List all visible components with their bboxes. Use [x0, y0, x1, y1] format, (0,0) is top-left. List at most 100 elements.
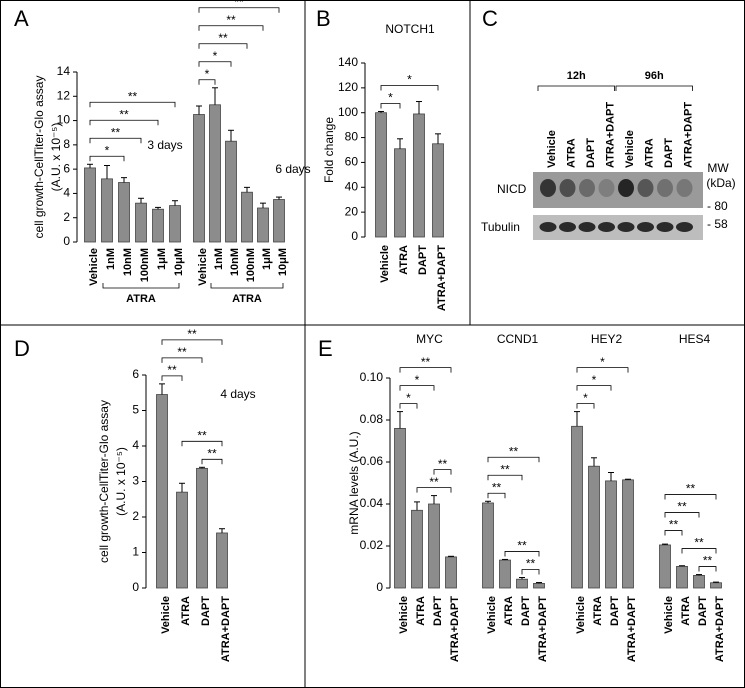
significance-label: * — [105, 143, 110, 157]
significance-bracket — [504, 551, 540, 557]
y-tick-label: 2 — [132, 509, 139, 523]
bar — [516, 578, 528, 589]
bar — [710, 582, 722, 589]
bar — [533, 582, 545, 589]
significance-label: ** — [517, 539, 527, 553]
significance-label: ** — [429, 475, 439, 489]
significance-label: ** — [421, 355, 431, 369]
blot-band — [598, 179, 615, 197]
y-axis-label: cell growth-CellTiter-Glo assay — [32, 76, 46, 239]
significance-bracket — [89, 101, 176, 108]
y-tick-label: 3 — [132, 474, 139, 488]
bar — [499, 559, 511, 589]
significance-label: ** — [218, 31, 228, 45]
bar — [676, 565, 688, 589]
y-tick-label: 2 — [63, 210, 70, 224]
y-tick-label: 14 — [57, 64, 71, 78]
bar — [571, 425, 583, 589]
blot-band — [559, 222, 576, 232]
x-tick-label: DAPT — [520, 596, 532, 626]
significance-label: ** — [167, 363, 177, 377]
blot-band — [657, 179, 673, 197]
y-tick-label: 120 — [338, 80, 358, 94]
lane-label: ATRA+DAPT — [682, 102, 694, 168]
bar — [605, 480, 617, 589]
group-label: CCND1 — [497, 332, 539, 346]
significance-label: * — [600, 355, 605, 369]
y-tick-label: 20 — [345, 204, 359, 218]
y-axis-label: Fold change — [322, 117, 336, 183]
group-label: 3 days — [147, 138, 182, 152]
x-tick-label: ATRA — [398, 245, 410, 275]
subgroup-label: ATRA — [232, 293, 262, 305]
blot-band — [559, 179, 576, 197]
x-tick-label: 100nM — [245, 248, 257, 282]
y-tick-label: 0 — [63, 234, 70, 248]
significance-bracket — [161, 339, 223, 345]
x-tick-label: 1μM — [261, 248, 273, 270]
bar — [273, 199, 285, 243]
x-tick-label: DAPT — [697, 596, 709, 626]
lane-label: ATRA+DAPT — [604, 102, 616, 168]
lane-label: DAPT — [663, 138, 675, 168]
mw-title: MW — [707, 161, 729, 175]
significance-label: ** — [686, 482, 696, 496]
significance-bracket — [416, 487, 452, 493]
bar — [169, 205, 181, 243]
mw-marker: - 58 — [707, 217, 728, 231]
y-tick-label: 0.02 — [360, 538, 384, 552]
bar — [135, 202, 147, 243]
significance-label: ** — [187, 327, 197, 341]
significance-bracket — [380, 85, 439, 91]
y-tick-label: 0 — [376, 580, 383, 594]
y-tick-label: 0.06 — [360, 454, 384, 468]
bar — [193, 114, 205, 243]
x-tick-label: 10nM — [229, 248, 241, 276]
bar — [156, 394, 168, 589]
significance-bracket — [681, 548, 717, 554]
x-tick-label: DAPT — [432, 596, 444, 626]
significance-label: ** — [500, 462, 510, 476]
panel-letter: E — [318, 336, 333, 361]
x-tick-label: ATRA+DAPT — [449, 596, 461, 662]
significance-bracket — [521, 569, 540, 575]
row-label: NICD — [497, 182, 527, 196]
group-label: HEY2 — [591, 332, 623, 346]
x-tick-label: ATRA — [680, 596, 692, 626]
subgroup-label: ATRA — [126, 293, 156, 305]
significance-label: ** — [526, 557, 536, 571]
bar — [693, 575, 705, 589]
bar — [216, 532, 228, 589]
y-tick-label: 5 — [132, 403, 139, 417]
y-axis-label: (A.U. x 10⁻⁵) — [114, 447, 128, 516]
subgroup-bracket — [102, 283, 180, 289]
significance-label: ** — [234, 0, 244, 9]
bar — [482, 502, 494, 589]
y-tick-label: 0 — [132, 580, 139, 594]
panel-letter: A — [14, 6, 29, 31]
y-tick-label: 4 — [132, 438, 139, 452]
y-tick-label: 4 — [63, 186, 70, 200]
significance-bracket — [664, 512, 700, 518]
y-tick-label: 10 — [57, 113, 71, 127]
group-label: 4 days — [220, 387, 255, 401]
significance-bracket — [198, 79, 216, 85]
y-tick-label: 0 — [351, 229, 358, 243]
y-tick-label: 60 — [345, 155, 359, 169]
significance-label: ** — [677, 500, 687, 514]
significance-bracket — [201, 458, 223, 465]
y-tick-label: 8 — [63, 137, 70, 151]
significance-label: * — [388, 91, 393, 105]
significance-bracket — [198, 43, 248, 49]
x-tick-label: DAPT — [417, 245, 429, 275]
significance-bracket — [89, 155, 125, 162]
significance-label: ** — [226, 13, 236, 27]
mw-marker: - 80 — [707, 199, 728, 213]
blot-band — [637, 179, 654, 197]
bar — [659, 544, 671, 589]
x-tick-label: 10μM — [173, 248, 185, 276]
x-tick-label: DAPT — [609, 596, 621, 626]
x-tick-label: Vehicle — [663, 596, 675, 634]
significance-bracket — [664, 494, 717, 500]
significance-label: * — [407, 73, 412, 87]
